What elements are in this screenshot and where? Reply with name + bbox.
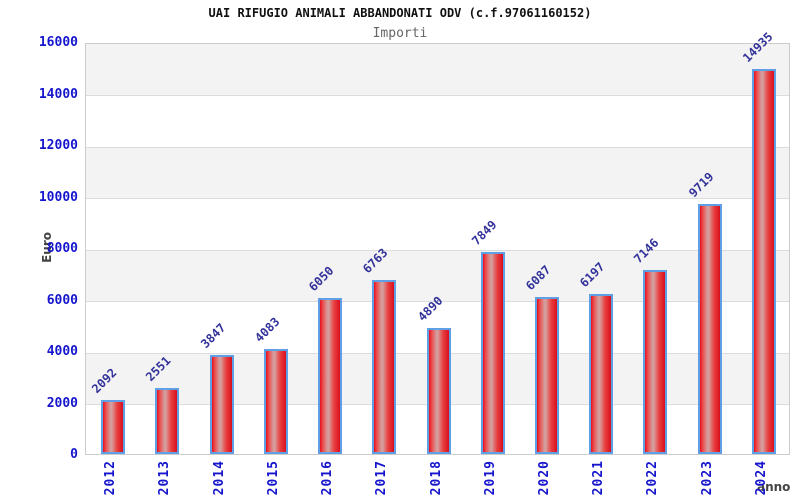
bar	[534, 297, 559, 454]
x-tick-label: 2014	[211, 460, 227, 496]
bar-value-label: 4890	[414, 293, 445, 325]
x-tick-label: 2019	[482, 460, 498, 496]
y-tick-label: 14000	[38, 86, 78, 102]
x-tick-label: 2024	[753, 460, 769, 496]
x-tick-label: 2021	[591, 460, 607, 496]
bar	[372, 279, 397, 454]
y-tick-label: 10000	[38, 189, 78, 205]
x-tick-label: 2020	[536, 460, 552, 496]
y-tick-label: 12000	[38, 138, 78, 153]
x-tick-label: 2016	[320, 460, 336, 496]
bar	[101, 400, 126, 454]
gridline	[86, 146, 789, 148]
bar-value-label: 6050	[306, 263, 337, 295]
bar	[426, 328, 451, 454]
bar-value-label: 2551	[143, 353, 174, 385]
bar	[589, 294, 614, 454]
chart-title: UAI RIFUGIO ANIMALI ABBANDONATI ODV (c.f…	[208, 6, 592, 20]
x-axis-title: anno	[757, 480, 791, 494]
x-tick-label: 2013	[157, 460, 173, 496]
bar-value-label: 2092	[89, 365, 120, 397]
chart-subtitle: Importi	[372, 26, 428, 41]
x-tick-label: 2017	[374, 460, 390, 496]
bar-value-label: 4083	[251, 314, 283, 345]
bar-value-label: 6087	[523, 262, 554, 294]
x-tick-label: 2022	[645, 460, 661, 496]
plot-area: 2092 2551 3847 4083 6050 6763 4890 7849 6087 6197…	[85, 30, 790, 455]
y-tick-label: 2000	[46, 395, 78, 411]
x-tick-label: 2015	[265, 460, 281, 496]
x-tick-label: 2012	[103, 460, 119, 496]
bar	[480, 251, 505, 454]
y-tick-label: 6000	[46, 292, 78, 308]
bar	[263, 348, 288, 454]
bar-value-label: 7146	[631, 235, 662, 266]
gridline	[86, 198, 789, 199]
bar	[155, 388, 180, 454]
gridline	[86, 301, 789, 302]
bar	[697, 203, 722, 454]
bar-value-label: 3847	[197, 320, 229, 351]
gridline	[86, 249, 789, 251]
x-tick-label: 2023	[699, 460, 715, 496]
bar-value-label: 9719	[685, 169, 717, 200]
x-tick-label: 2018	[428, 460, 444, 496]
bar	[751, 69, 776, 454]
y-tick-label: 0	[70, 447, 78, 462]
bar	[318, 298, 343, 454]
y-tick-label: 8000	[46, 241, 78, 256]
y-tick-label: 4000	[46, 344, 78, 359]
bar	[209, 354, 234, 454]
bar	[643, 270, 668, 454]
y-tick-label: 16000	[38, 35, 78, 50]
bar-value-label: 6197	[577, 260, 608, 291]
bar-value-label: 7849	[468, 217, 500, 248]
gridline	[86, 95, 789, 96]
